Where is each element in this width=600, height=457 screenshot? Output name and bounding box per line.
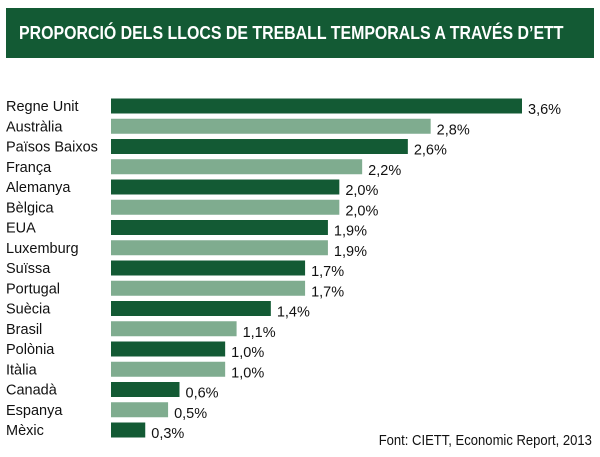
bar [111,301,271,316]
value-label: 2,8% [437,122,470,138]
bar [111,240,328,256]
bar [111,280,306,296]
category-label: Mèxic [6,423,44,439]
value-label: 1,7% [311,264,344,280]
value-label: 2,6% [414,143,447,159]
category-label: Brasil [6,322,42,338]
bar [111,179,340,195]
value-label: 1,9% [334,224,367,240]
chart-title: PROPORCIÓ DELS LLOCS DE TREBALL TEMPORAL… [19,22,564,43]
bar [111,422,146,438]
value-label: 0,3% [151,426,184,442]
bar [111,260,306,276]
category-label: Alemanya [6,180,71,196]
value-label: 3,6% [528,102,561,118]
category-label: Suècia [6,302,51,318]
value-label: 1,7% [311,284,344,300]
category-label: França [6,160,52,176]
bar [111,159,363,175]
chart-title-bar: PROPORCIÓ DELS LLOCS DE TREBALL TEMPORAL… [6,8,594,58]
value-label: 1,9% [334,244,367,260]
category-label: Luxemburg [6,241,79,257]
bar [111,98,522,114]
bar [111,361,226,377]
category-label: Bèlgica [6,200,54,216]
bar [111,382,180,397]
category-label: Països Baixos [6,140,98,156]
value-label: 0,6% [186,386,219,402]
bar [111,199,340,215]
value-label: 2,0% [345,203,378,219]
category-label: EUA [6,221,36,237]
category-label: Itàlia [6,362,38,378]
category-label: Austràlia [6,119,63,135]
category-label: Canadà [6,383,58,399]
bar [111,321,237,337]
value-label: 1,0% [231,365,264,381]
value-label: 1,1% [243,325,276,341]
bar [111,118,431,134]
value-label: 1,0% [231,345,264,361]
value-label: 1,4% [277,305,310,321]
value-label: 0,5% [174,406,207,422]
value-label: 2,2% [368,163,401,179]
bar [111,220,328,235]
category-label: Regne Unit [6,99,79,115]
category-label: Polònia [6,342,55,358]
value-label: 2,0% [345,183,378,199]
category-label: Portugal [6,281,60,297]
source-note: Font: CIETT, Economic Report, 2013 [378,433,592,449]
category-label: Espanya [6,403,63,419]
bar [111,341,226,357]
category-label: Suïssa [6,261,51,277]
bar [111,139,408,154]
bar [111,402,169,418]
